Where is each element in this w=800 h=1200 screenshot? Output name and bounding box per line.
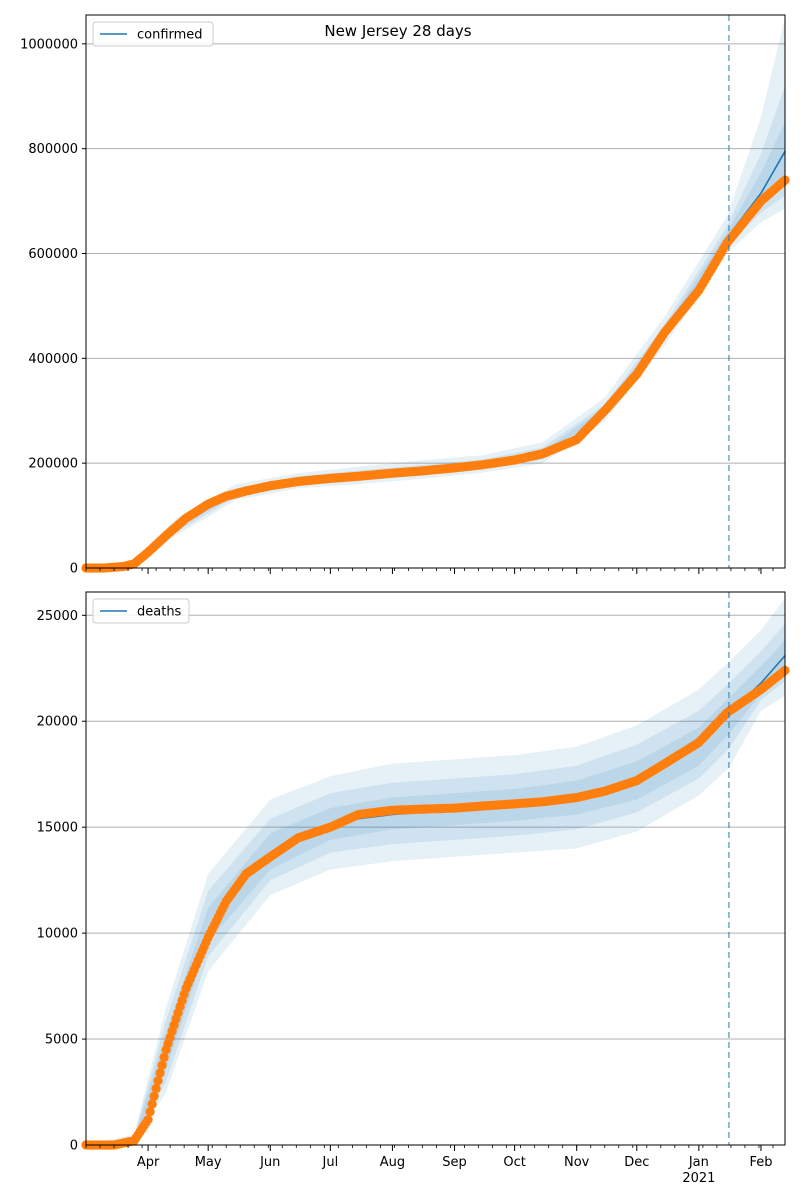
confirmed-y-tick-label: 600000 — [28, 247, 78, 262]
x-tick-label: Apr — [137, 1155, 160, 1170]
deaths-observed-point — [145, 1107, 155, 1117]
confirmed-legend-box — [92, 21, 214, 47]
deaths-y-tick-label: 20000 — [37, 715, 78, 730]
x-tick-label: Sep — [442, 1155, 467, 1170]
confirmed-legend: confirmed — [92, 21, 214, 47]
confirmed-panel: 0 200000 400000 600000 800000 1000000 confirme… — [20, 14, 790, 577]
deaths-observed-point — [157, 1060, 167, 1070]
deaths-observed-point — [159, 1052, 169, 1062]
x-tick-label: Oct — [503, 1155, 525, 1170]
deaths-uncertainty-band-outer — [86, 598, 785, 1145]
x-tick-label: Jun — [259, 1155, 280, 1170]
deaths-observed-point — [153, 1076, 163, 1086]
x-tick-year-label: 2021 — [682, 1171, 715, 1186]
deaths-panel: 0 5000 10000 15000 20000 25000 Apr May Jun Jul Aug… — [37, 591, 790, 1186]
deaths-y-tick-label: 15000 — [37, 821, 78, 836]
deaths-legend: deaths — [92, 598, 190, 624]
x-tick-label: Aug — [380, 1155, 405, 1170]
chart-title: New Jersey 28 days — [324, 22, 471, 40]
deaths-y-tick-label: 10000 — [37, 927, 78, 942]
deaths-observed-point — [151, 1083, 161, 1094]
x-tick-label: Feb — [749, 1155, 772, 1170]
x-tick-label: Dec — [624, 1155, 649, 1170]
deaths-y-tick-label: 0 — [70, 1139, 78, 1154]
deaths-axes-frame — [85, 591, 786, 1146]
confirmed-axes-frame — [85, 14, 786, 569]
deaths-observed-point — [147, 1099, 157, 1109]
deaths-observed-point — [149, 1091, 159, 1101]
confirmed-y-tick-label: 1000000 — [20, 37, 78, 52]
deaths-observed-point — [155, 1068, 165, 1078]
confirmed-y-tick-label: 0 — [70, 562, 78, 577]
deaths-y-tick-label: 25000 — [37, 609, 78, 624]
x-tick-label: May — [195, 1155, 222, 1170]
confirmed-y-tick-label: 200000 — [28, 457, 78, 472]
deaths-y-tick-label: 5000 — [45, 1033, 78, 1048]
confirmed-y-tick-label: 400000 — [28, 352, 78, 367]
deaths-legend-label: deaths — [137, 605, 182, 620]
x-tick-label: Jan — [688, 1155, 709, 1170]
confirmed-legend-label: confirmed — [137, 28, 203, 43]
x-tick-label: Jul — [322, 1155, 339, 1170]
confirmed-y-tick-label: 800000 — [28, 142, 78, 157]
x-tick-label: Nov — [564, 1155, 590, 1170]
deaths-uncertainty-band-middle — [86, 623, 785, 1145]
deaths-uncertainty-band-inner — [86, 640, 785, 1145]
deaths-legend-box — [92, 598, 190, 624]
deaths-observed-point — [143, 1115, 153, 1125]
